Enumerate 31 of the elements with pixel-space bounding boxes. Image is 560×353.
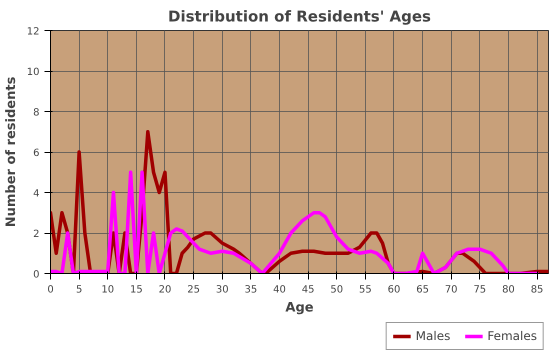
- x-tick-label: 20: [158, 284, 172, 296]
- y-tick-label: 10: [26, 67, 40, 78]
- y-tick-label: 8: [33, 108, 40, 118]
- x-tick-label: 30: [216, 284, 229, 296]
- x-tick-label: 55: [358, 284, 372, 296]
- line-series: [50, 170, 539, 274]
- x-tick-label: 25: [187, 284, 200, 296]
- y-tick-label: 0: [33, 270, 40, 280]
- x-tick-label: 75: [473, 284, 486, 296]
- x-tick-label: 80: [502, 284, 515, 296]
- x-tick-label: 85: [530, 284, 544, 296]
- x-tick-label: 40: [273, 284, 286, 296]
- x-tick-label: 60: [388, 284, 400, 296]
- x-tick-label: 65: [416, 284, 429, 296]
- chart-title: Distribution of Residents' Ages: [168, 8, 432, 26]
- legend-label: Males: [416, 329, 450, 343]
- y-tick-label: 2: [33, 229, 40, 240]
- x-tick-label: 5: [76, 284, 82, 296]
- legend-label: Females: [487, 329, 537, 343]
- y-tick-label: 6: [33, 148, 40, 159]
- x-axis-title: Age: [285, 300, 314, 316]
- x-tick-label: 10: [101, 284, 114, 296]
- x-tick-label: 35: [244, 284, 258, 296]
- y-axis-title: Number of residents: [4, 76, 19, 228]
- x-tick-label: 45: [302, 284, 314, 296]
- x-tick-label: 15: [130, 284, 143, 296]
- y-tick-label: 4: [33, 188, 40, 200]
- x-tick-label: 0: [47, 284, 54, 296]
- x-tick-label: 50: [330, 284, 344, 296]
- y-tick-label: 12: [26, 26, 40, 38]
- x-tick-label: 70: [444, 284, 458, 296]
